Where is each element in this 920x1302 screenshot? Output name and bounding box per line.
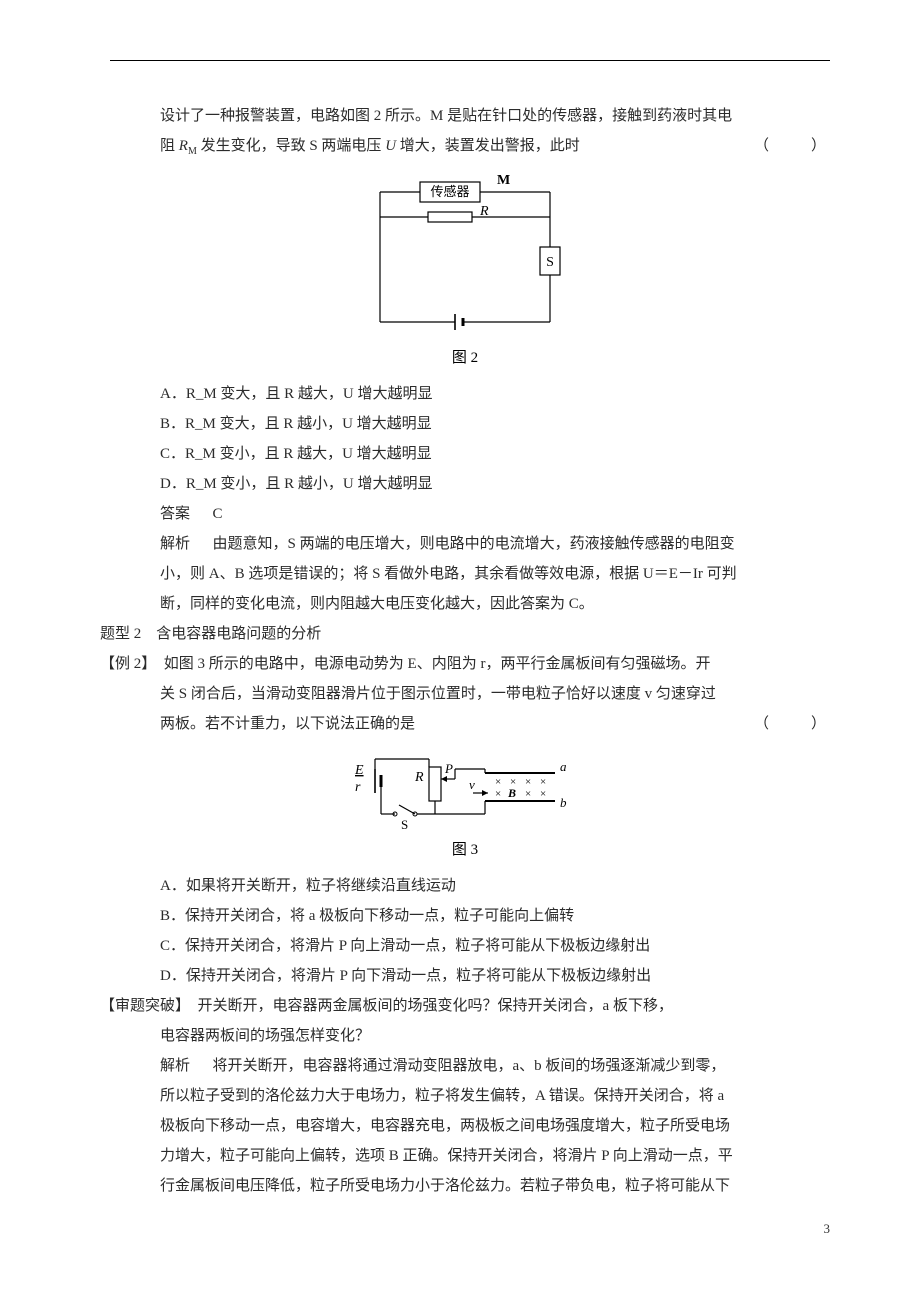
ex2-tag: 【例 2】 — [100, 656, 149, 672]
explain2-label: 解析 — [160, 1058, 190, 1074]
t: 如图 3 所示的电路中，电源电动势为 E、内阻为 r，两平行金属板间有匀强磁场。… — [164, 656, 711, 672]
t: 开关断开，电容器两金属板间的场强变化吗？保持开关闭合，a 板下移， — [198, 998, 673, 1014]
hint2-l2: 电容器两板间的场强怎样变化？ — [160, 1021, 830, 1051]
sensor-label: 传感器 — [430, 184, 469, 199]
opt2-B: B．保持开关闭合，将 a 极板向下移动一点，粒子可能向上偏转 — [160, 901, 830, 931]
figure-3-svg: E r P R a — [345, 749, 585, 834]
opt2-C: C．保持开关闭合，将滑片 P 向上滑动一点，粒子将可能从下极板边缘射出 — [160, 931, 830, 961]
label-P: P — [444, 761, 453, 776]
label-E: E — [354, 763, 364, 778]
explain-label: 解析 — [160, 536, 190, 552]
t: 两板。若不计重力，以下说法正确的是 — [160, 716, 415, 732]
figure-2: 传感器 M R S — [100, 172, 830, 342]
opt1-D: D．R_M 变小，且 R 越小，U 增大越明显 — [160, 469, 830, 499]
opt1-C: C．R_M 变小，且 R 越大，U 增大越明显 — [160, 439, 830, 469]
page: 设计了一种报警装置，电路如图 2 所示。M 是贴在针口处的传感器，接触到药液时其… — [0, 0, 920, 1277]
label-v: v — [469, 777, 475, 792]
figure-2-svg: 传感器 M R S — [350, 172, 580, 342]
figure-3-caption: 图 3 — [100, 838, 830, 859]
label-B: B — [507, 786, 516, 800]
label-S2: S — [401, 817, 408, 832]
explain2-l4: 力增大，粒子可能向上偏转，选项 B 正确。保持开关闭合，将滑片 P 向上滑动一点… — [160, 1141, 830, 1171]
label-a: a — [560, 759, 567, 774]
intro-line-1: 设计了一种报警装置，电路如图 2 所示。M 是贴在针口处的传感器，接触到药液时其… — [160, 101, 830, 131]
answer-label: 答案 — [160, 506, 190, 522]
explain2-l3: 极板向下移动一点，电容增大，电容器充电，两极板之间电场强度增大，粒子所受电场 — [160, 1111, 830, 1141]
t: 将开关断开，电容器将通过滑动变阻器放电，a、b 板间的场强逐渐减少到零， — [213, 1058, 726, 1074]
label-S: S — [546, 255, 554, 270]
section-2-title: 题型 2 含电容器电路问题的分析 — [100, 619, 830, 649]
explain2-l1: 解析 将开关断开，电容器将通过滑动变阻器放电，a、b 板间的场强逐渐减少到零， — [160, 1051, 830, 1081]
rm: R — [179, 138, 188, 154]
explain1-l2: 小，则 A、B 选项是错误的；将 S 看做外电路，其余看做等效电源，根据 U＝E… — [160, 559, 830, 589]
t: 增大，装置发出警报，此时 — [396, 138, 580, 154]
ex2-l3: 两板。若不计重力，以下说法正确的是 （ ） — [160, 709, 830, 739]
explain1-l3: 断，同样的变化电流，则内阻越大电压变化越大，因此答案为 C。 — [160, 589, 830, 619]
opt1-A: A．R_M 变大，且 R 越大，U 增大越明显 — [160, 379, 830, 409]
svg-text:×: × — [495, 788, 501, 800]
intro-line-2: 阻 RM 发生变化，导致 S 两端电压 U 增大，装置发出警报，此时 （ ） — [160, 131, 830, 162]
svg-text:×: × — [525, 788, 531, 800]
t: 阻 — [160, 138, 179, 154]
explain1-l1: 解析 由题意知，S 两端的电压增大，则电路中的电流增大，药液接触传感器的电阻变 — [160, 529, 830, 559]
explain2-l5: 行金属板间电压降低，粒子所受电场力小于洛伦兹力。若粒子带负电，粒子将可能从下 — [160, 1171, 830, 1201]
label-r: r — [355, 780, 361, 795]
t: 发生变化，导致 S 两端电压 — [197, 138, 385, 154]
rm-sub: M — [188, 146, 197, 157]
opt2-D: D．保持开关闭合，将滑片 P 向下滑动一点，粒子将可能从下极板边缘射出 — [160, 961, 830, 991]
answer-1: 答案 C — [160, 499, 830, 529]
label-R: R — [479, 204, 489, 219]
svg-text:×: × — [525, 776, 531, 788]
answer-value: C — [213, 506, 223, 522]
choice-blank-1: （ ） — [754, 131, 830, 161]
explain2-l2: 所以粒子受到的洛伦兹力大于电场力，粒子将发生偏转，A 错误。保持开关闭合，将 a — [160, 1081, 830, 1111]
u: U — [385, 138, 396, 154]
ex2-l2: 关 S 闭合后，当滑动变阻器滑片位于图示位置时，一带电粒子恰好以速度 v 匀速穿… — [160, 679, 830, 709]
svg-text:×: × — [495, 776, 501, 788]
t: 由题意知，S 两端的电压增大，则电路中的电流增大，药液接触传感器的电阻变 — [213, 536, 735, 552]
choice-blank-2: （ ） — [754, 709, 830, 739]
label-R2: R — [414, 770, 424, 785]
label-b: b — [560, 795, 567, 810]
svg-text:×: × — [540, 788, 546, 800]
figure-2-caption: 图 2 — [100, 346, 830, 367]
hint2-l1: 【审题突破】 开关断开，电容器两金属板间的场强变化吗？保持开关闭合，a 板下移， — [100, 991, 830, 1021]
opt1-B: B．R_M 变大，且 R 越小，U 增大越明显 — [160, 409, 830, 439]
label-M: M — [497, 173, 510, 188]
page-number: 3 — [100, 1221, 830, 1237]
top-rule — [110, 60, 830, 61]
ex2-l1: 【例 2】 如图 3 所示的电路中，电源电动势为 E、内阻为 r，两平行金属板间… — [100, 649, 830, 679]
figure-3: E r P R a — [100, 749, 830, 834]
opt2-A: A．如果将开关断开，粒子将继续沿直线运动 — [160, 871, 830, 901]
hint-tag: 【审题突破】 — [100, 998, 183, 1014]
svg-text:×: × — [540, 776, 546, 788]
